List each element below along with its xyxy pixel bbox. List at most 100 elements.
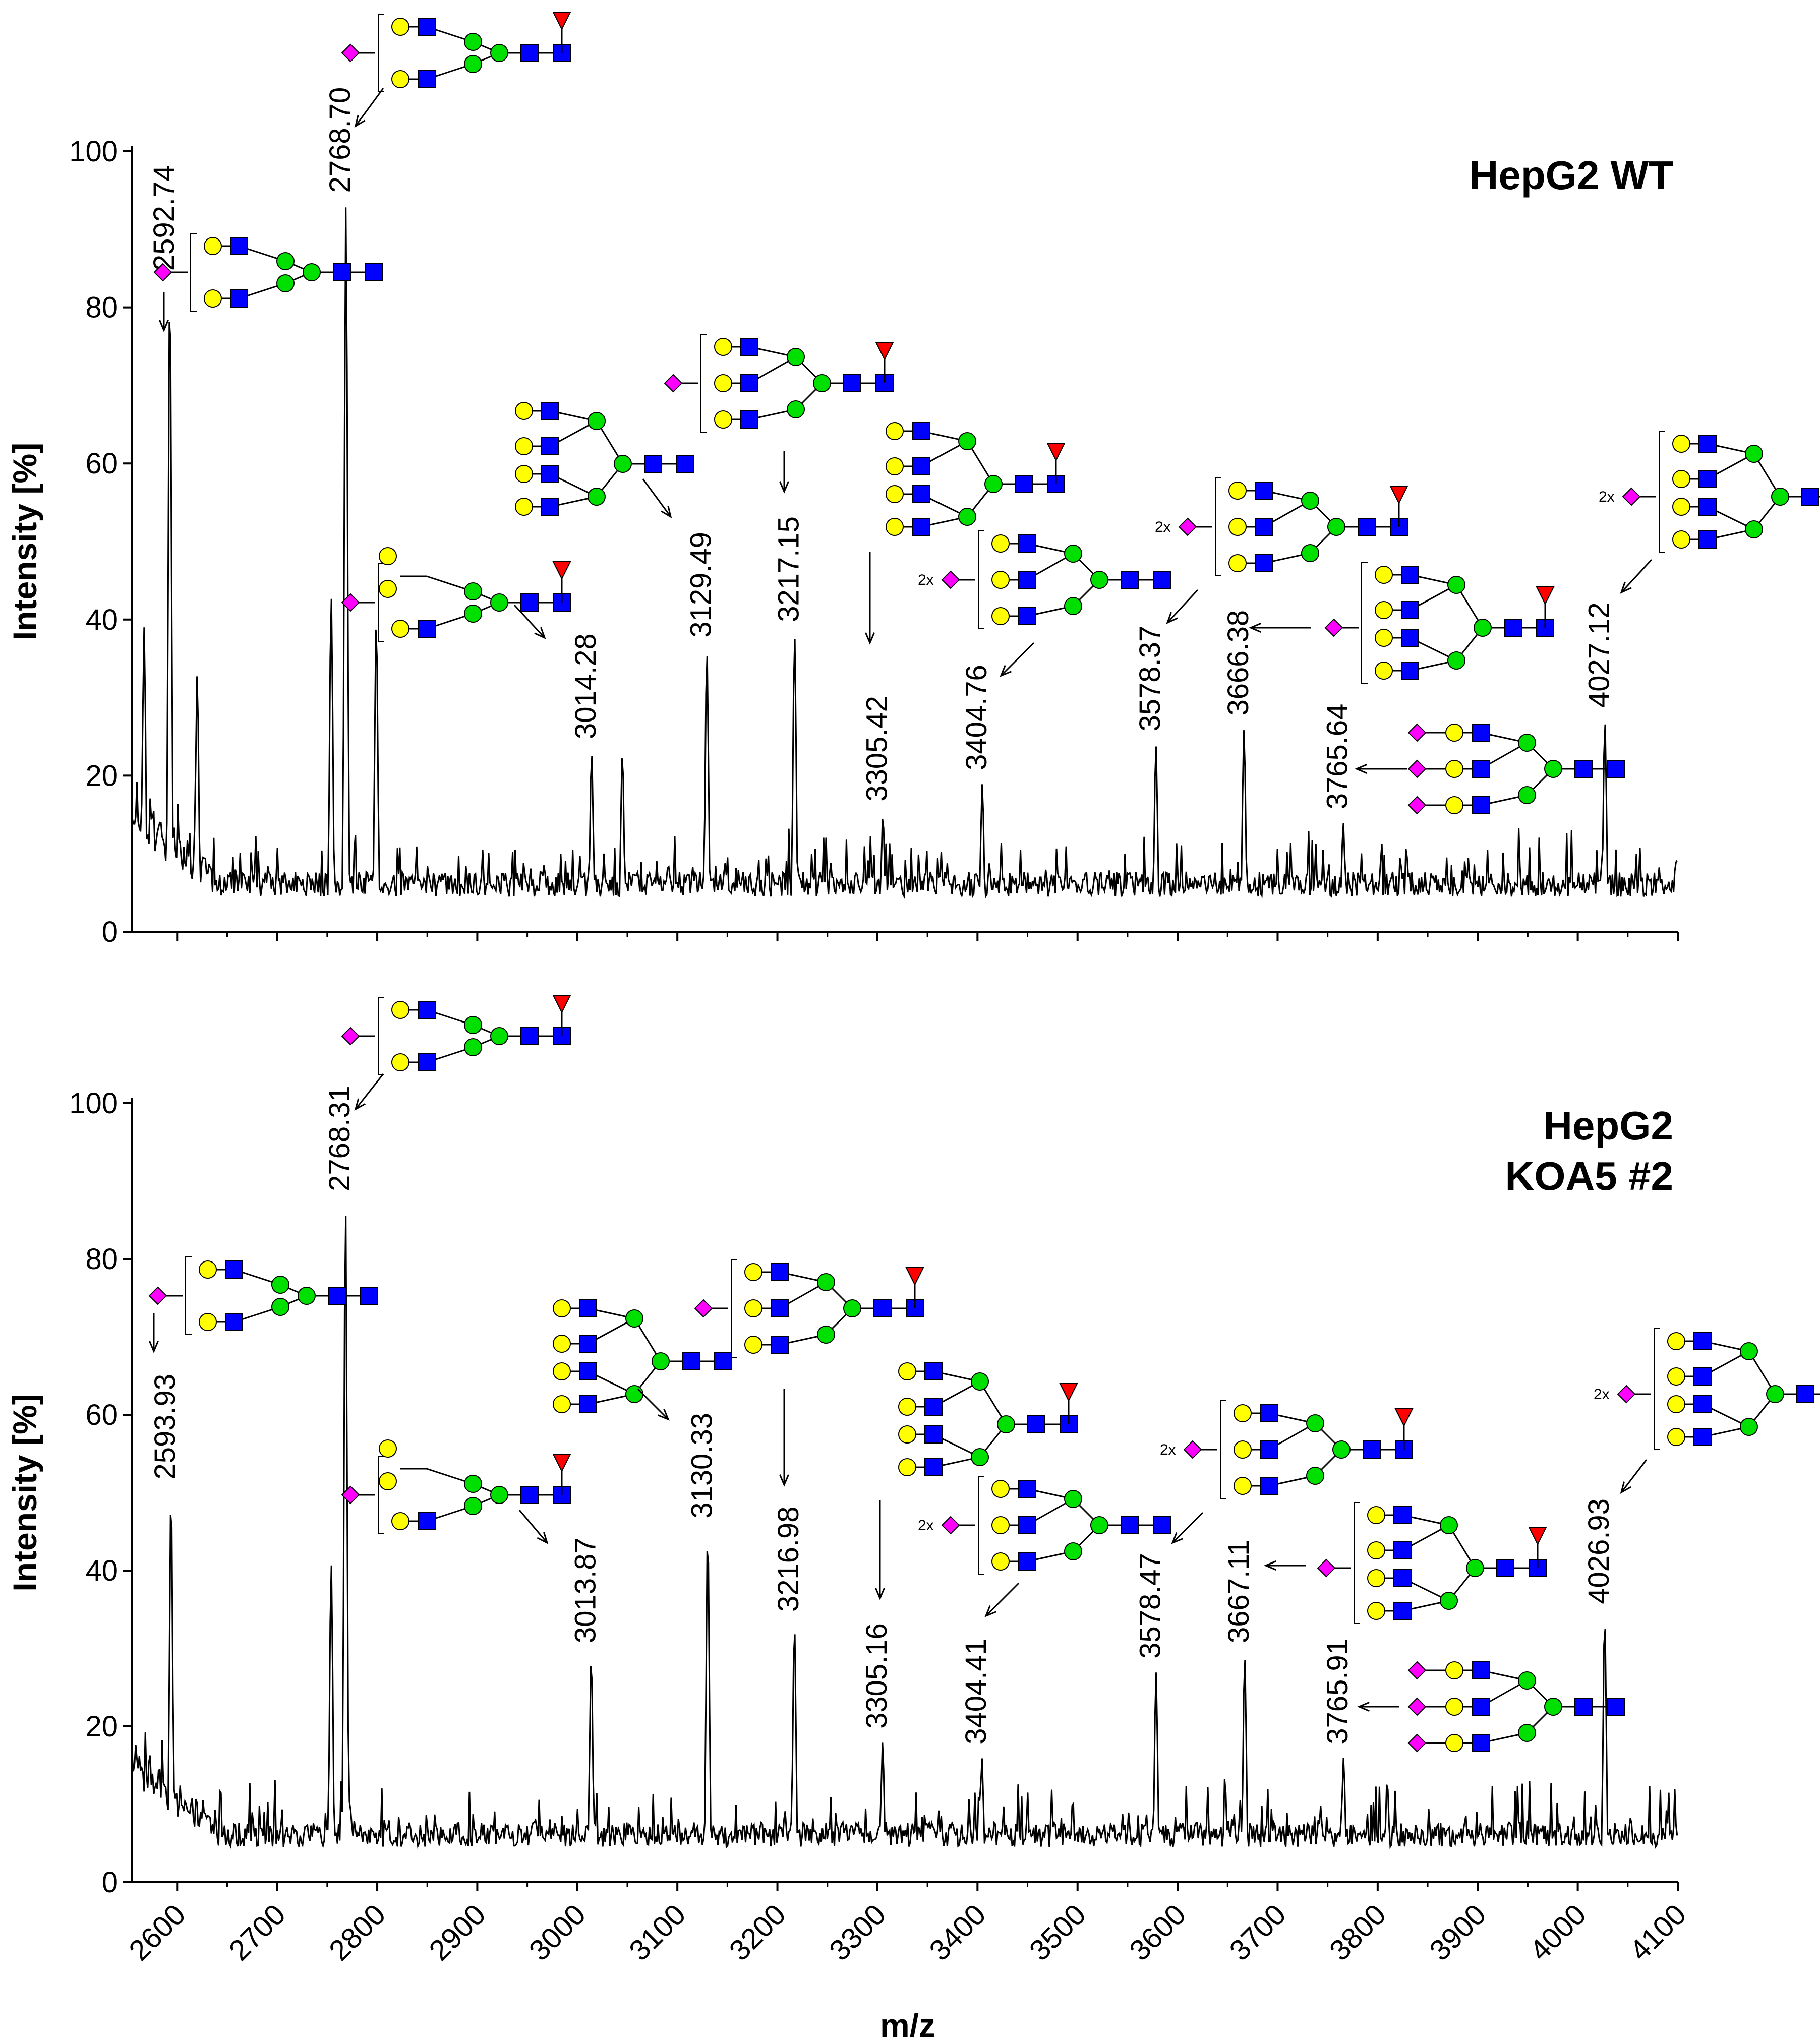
galactose-icon [991, 571, 1010, 589]
glycan-structure-FA4G4 [886, 422, 1066, 536]
mannose-icon [1544, 760, 1562, 778]
annotation-arrowhead [1357, 1702, 1370, 1712]
glcnac-icon [1393, 1602, 1412, 1620]
peak-label: 3404.76 [960, 665, 993, 770]
glycan-structure-A4G4 [515, 402, 694, 516]
sialic-acid-icon [1178, 517, 1197, 536]
glcnac-icon [1121, 571, 1139, 589]
peak-label: 3217.15 [773, 516, 805, 622]
mannose-icon [464, 1038, 482, 1056]
mannose-icon [490, 1027, 508, 1045]
peak-label: 3013.87 [569, 1537, 602, 1643]
antenna-bracket [1659, 431, 1665, 553]
mannose-icon [787, 348, 805, 366]
mannose-icon [625, 1385, 643, 1403]
glcnac-icon [230, 237, 248, 255]
mannose-icon [958, 508, 976, 526]
galactose-icon [1234, 1404, 1252, 1422]
glcnac-icon [365, 263, 383, 281]
galactose-icon [991, 1516, 1010, 1534]
galactose-icon [1228, 518, 1247, 536]
mannose-icon [464, 33, 482, 51]
glcnac-icon [520, 44, 539, 62]
x-axis-title: m/z [880, 2007, 935, 2044]
glcnac-icon [1472, 796, 1490, 814]
annotation-arrow-line [1620, 1459, 1648, 1493]
mannose-icon [1090, 571, 1108, 589]
glcnac-icon [541, 437, 559, 455]
glcnac-icon [1018, 1480, 1036, 1498]
annotation-arrowhead [661, 506, 672, 519]
antenna-bracket [190, 233, 197, 312]
mannose-icon [817, 1273, 835, 1291]
mannose-icon [1306, 1414, 1324, 1432]
mannose-icon [817, 1326, 835, 1344]
mannose-icon [490, 44, 508, 62]
annotation-arrowhead [1264, 1560, 1276, 1571]
annotation-arrowhead [354, 115, 366, 128]
glcnac-icon [1393, 1506, 1412, 1524]
annotation-arrow-line [355, 1073, 384, 1110]
sialic-acid-icon [341, 43, 360, 63]
y-axis-title: Intensity [%] [6, 1394, 43, 1591]
galactose-icon [379, 1472, 397, 1490]
glcnac-icon [1153, 571, 1171, 589]
sialic-acid-icon [148, 1286, 167, 1305]
mannose-icon [464, 55, 482, 73]
x-tick-label: 4100 [1623, 1898, 1692, 1967]
x-tick-label: 3600 [1123, 1898, 1192, 1967]
galactose-icon [1667, 1428, 1685, 1446]
galactose-icon [1234, 1477, 1252, 1495]
glcnac-icon [230, 289, 248, 308]
annotation-arrow-line [985, 1582, 1020, 1617]
antenna-bracket [1220, 1400, 1226, 1499]
glcnac-icon [873, 1299, 892, 1317]
glcnac-icon [1018, 1516, 1036, 1534]
glcnac-icon [520, 593, 539, 612]
mannose-icon [843, 1299, 861, 1317]
galactose-icon [391, 1053, 409, 1071]
spectrum-trace [131, 207, 1678, 899]
y-tick-label: 40 [85, 604, 118, 636]
glycan-structure-A3G3S2: 2x [918, 1476, 1171, 1575]
mannose-icon [1447, 576, 1465, 594]
y-tick-label: 20 [85, 759, 118, 792]
glcnac-icon [924, 1425, 943, 1444]
galactose-icon [1445, 724, 1463, 742]
glcnac-icon [1496, 1559, 1514, 1577]
x-tick-label: 3800 [1323, 1898, 1392, 1967]
fucose-icon [1046, 443, 1066, 462]
glcnac-icon [740, 338, 758, 356]
galactose-icon [886, 518, 904, 536]
galactose-icon [204, 237, 222, 255]
glcnac-icon [1472, 1698, 1490, 1716]
mannose-icon [1745, 520, 1763, 538]
glcnac-icon [1472, 1661, 1490, 1679]
galactose-icon [379, 547, 397, 565]
x-tick-label: 3100 [623, 1898, 692, 1967]
mannose-icon [1301, 544, 1319, 562]
glcnac-icon [1801, 488, 1819, 506]
sialic-acid-icon [1407, 796, 1427, 815]
mannose-icon [1440, 1592, 1458, 1610]
galactose-icon [391, 1512, 409, 1530]
galactose-icon [898, 1458, 916, 1476]
mannose-icon [614, 455, 632, 473]
glcnac-icon [1504, 619, 1522, 637]
glcnac-icon [1574, 1698, 1593, 1716]
annotation-arrow-line [1166, 589, 1199, 624]
peak-label: 4026.93 [1582, 1498, 1615, 1604]
glcnac-icon [1796, 1385, 1814, 1403]
annotation-arrowhead [779, 1474, 789, 1487]
galactose-icon [1672, 435, 1690, 453]
panel-title: KOA5 #2 [1505, 1154, 1673, 1198]
glycan-structure-FA4G4S2: 2x [1599, 431, 1820, 553]
peak-label: 3765.64 [1321, 704, 1354, 810]
glycan-structure-FA2G2S1 [341, 12, 571, 92]
antenna-bracket [978, 1476, 984, 1575]
sialic-acid-icon [941, 1516, 960, 1535]
glcnac-icon [1018, 534, 1036, 553]
glcnac-icon [541, 465, 559, 483]
glcnac-icon [1255, 518, 1273, 536]
peak-label: 3129.49 [685, 532, 718, 638]
